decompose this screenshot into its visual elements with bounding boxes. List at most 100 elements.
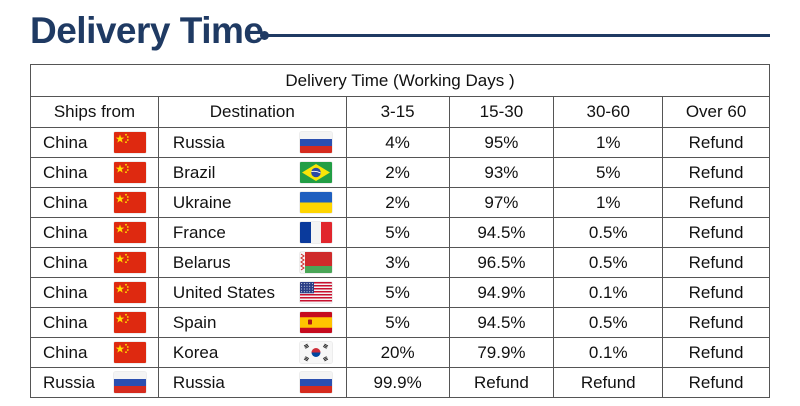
table-row: China United States 5% 94.9% 0.1% Refund — [30, 277, 770, 308]
value-15-30: 94.9% — [448, 277, 555, 308]
usa-flag-icon — [299, 282, 332, 303]
destination-cell-label: France — [172, 222, 226, 242]
value-30-60: 0.5% — [553, 247, 664, 278]
value-3-15: 99.9% — [345, 367, 450, 398]
ships-from-cell: China — [30, 157, 159, 188]
value-3-15: 20% — [345, 337, 450, 368]
table-row: China Ukraine 2% 97% 1% Refund — [30, 187, 770, 218]
ships-from-cell-label: China — [43, 222, 88, 242]
column-header-destination: Destination — [157, 96, 347, 128]
ships-from-cell: Russia — [30, 367, 159, 398]
value-3-15: 3% — [345, 247, 450, 278]
destination-cell: Brazil — [157, 157, 347, 188]
value-30-60: Refund — [553, 367, 664, 398]
table-row: China Russia 4% 95% 1% Refund — [30, 127, 770, 158]
value-15-30: 79.9% — [448, 337, 555, 368]
value-over-60: Refund — [662, 337, 770, 368]
ships-from-cell-label: Russia — [43, 372, 95, 392]
destination-cell: Russia — [157, 367, 347, 398]
ships-from-cell: China — [30, 337, 159, 368]
delivery-time-table: Delivery Time (Working Days ) Ships from… — [30, 64, 770, 398]
destination-cell-label: Belarus — [172, 252, 231, 272]
destination-cell-label: Russia — [172, 132, 225, 152]
ships-from-cell: China — [30, 217, 159, 248]
korea-flag-icon — [299, 342, 332, 363]
france-flag-icon — [299, 222, 332, 243]
china-flag-icon — [113, 162, 146, 183]
china-flag-icon — [113, 312, 146, 333]
china-flag-icon — [113, 132, 146, 153]
table-row: China Spain 5% 94.5% 0.5% Refund — [30, 307, 770, 338]
spain-flag-icon — [299, 312, 332, 333]
column-header-30-60: 30-60 — [553, 96, 664, 128]
destination-cell: United States — [157, 277, 347, 308]
table-row: China Brazil 2% 93% 5% Refund — [30, 157, 770, 188]
value-15-30: 93% — [448, 157, 555, 188]
china-flag-icon — [113, 342, 146, 363]
value-30-60: 1% — [553, 187, 664, 218]
ships-from-cell-label: China — [43, 252, 88, 272]
column-header-over-60: Over 60 — [662, 96, 770, 128]
brazil-flag-icon — [299, 162, 332, 183]
page-header: Delivery Time — [30, 6, 770, 56]
ships-from-cell: China — [30, 307, 159, 338]
value-3-15: 2% — [345, 187, 450, 218]
value-30-60: 1% — [553, 127, 664, 158]
value-over-60: Refund — [662, 247, 770, 278]
value-over-60: Refund — [662, 157, 770, 188]
destination-cell-label: United States — [172, 282, 275, 302]
russia-flag-icon — [299, 132, 332, 153]
ships-from-cell-label: China — [43, 132, 88, 152]
value-over-60: Refund — [662, 367, 770, 398]
table-row: Russia Russia 99.9% Refund Refund Refund — [30, 367, 770, 398]
value-3-15: 5% — [345, 217, 450, 248]
value-30-60: 0.1% — [553, 277, 664, 308]
ships-from-cell: China — [30, 127, 159, 158]
ships-from-cell-label: China — [43, 162, 88, 182]
value-15-30: Refund — [448, 367, 555, 398]
value-30-60: 0.5% — [553, 307, 664, 338]
ships-from-cell: China — [30, 277, 159, 308]
table-row: China France 5% 94.5% 0.5% Refund — [30, 217, 770, 248]
ships-from-cell: China — [30, 247, 159, 278]
value-3-15: 5% — [345, 277, 450, 308]
value-over-60: Refund — [662, 217, 770, 248]
destination-cell-label: Brazil — [172, 162, 216, 182]
table-caption: Delivery Time (Working Days ) — [30, 64, 770, 97]
china-flag-icon — [113, 282, 146, 303]
value-15-30: 94.5% — [448, 217, 555, 248]
page-title: Delivery Time — [30, 10, 264, 51]
value-3-15: 2% — [345, 157, 450, 188]
table-row: China Belarus 3% 96.5% 0.5% Refund — [30, 247, 770, 278]
value-3-15: 4% — [345, 127, 450, 158]
table-row: China Korea 20% 79.9% 0.1% Refund — [30, 337, 770, 368]
ships-from-cell-label: China — [43, 342, 88, 362]
destination-cell: Korea — [157, 337, 347, 368]
value-30-60: 5% — [553, 157, 664, 188]
column-header-ships-from: Ships from — [30, 96, 159, 128]
china-flag-icon — [113, 192, 146, 213]
destination-cell-label: Spain — [172, 312, 217, 332]
table-header-row: Ships from Destination 3-15 15-30 30-60 … — [30, 96, 770, 128]
value-over-60: Refund — [662, 307, 770, 338]
destination-cell-label: Russia — [172, 372, 225, 392]
destination-cell: Spain — [157, 307, 347, 338]
ukraine-flag-icon — [299, 192, 332, 213]
ships-from-cell-label: China — [43, 282, 88, 302]
china-flag-icon — [113, 222, 146, 243]
destination-cell: Ukraine — [157, 187, 347, 218]
value-over-60: Refund — [662, 187, 770, 218]
russia-flag-icon — [299, 372, 332, 393]
destination-cell: France — [157, 217, 347, 248]
value-15-30: 97% — [448, 187, 555, 218]
destination-cell-label: Ukraine — [172, 192, 232, 212]
value-3-15: 5% — [345, 307, 450, 338]
destination-cell: Russia — [157, 127, 347, 158]
destination-cell: Belarus — [157, 247, 347, 278]
value-over-60: Refund — [662, 277, 770, 308]
column-header-3-15: 3-15 — [345, 96, 450, 128]
belarus-flag-icon — [299, 252, 332, 273]
ships-from-cell: China — [30, 187, 159, 218]
value-30-60: 0.5% — [553, 217, 664, 248]
title-rule — [262, 34, 770, 37]
